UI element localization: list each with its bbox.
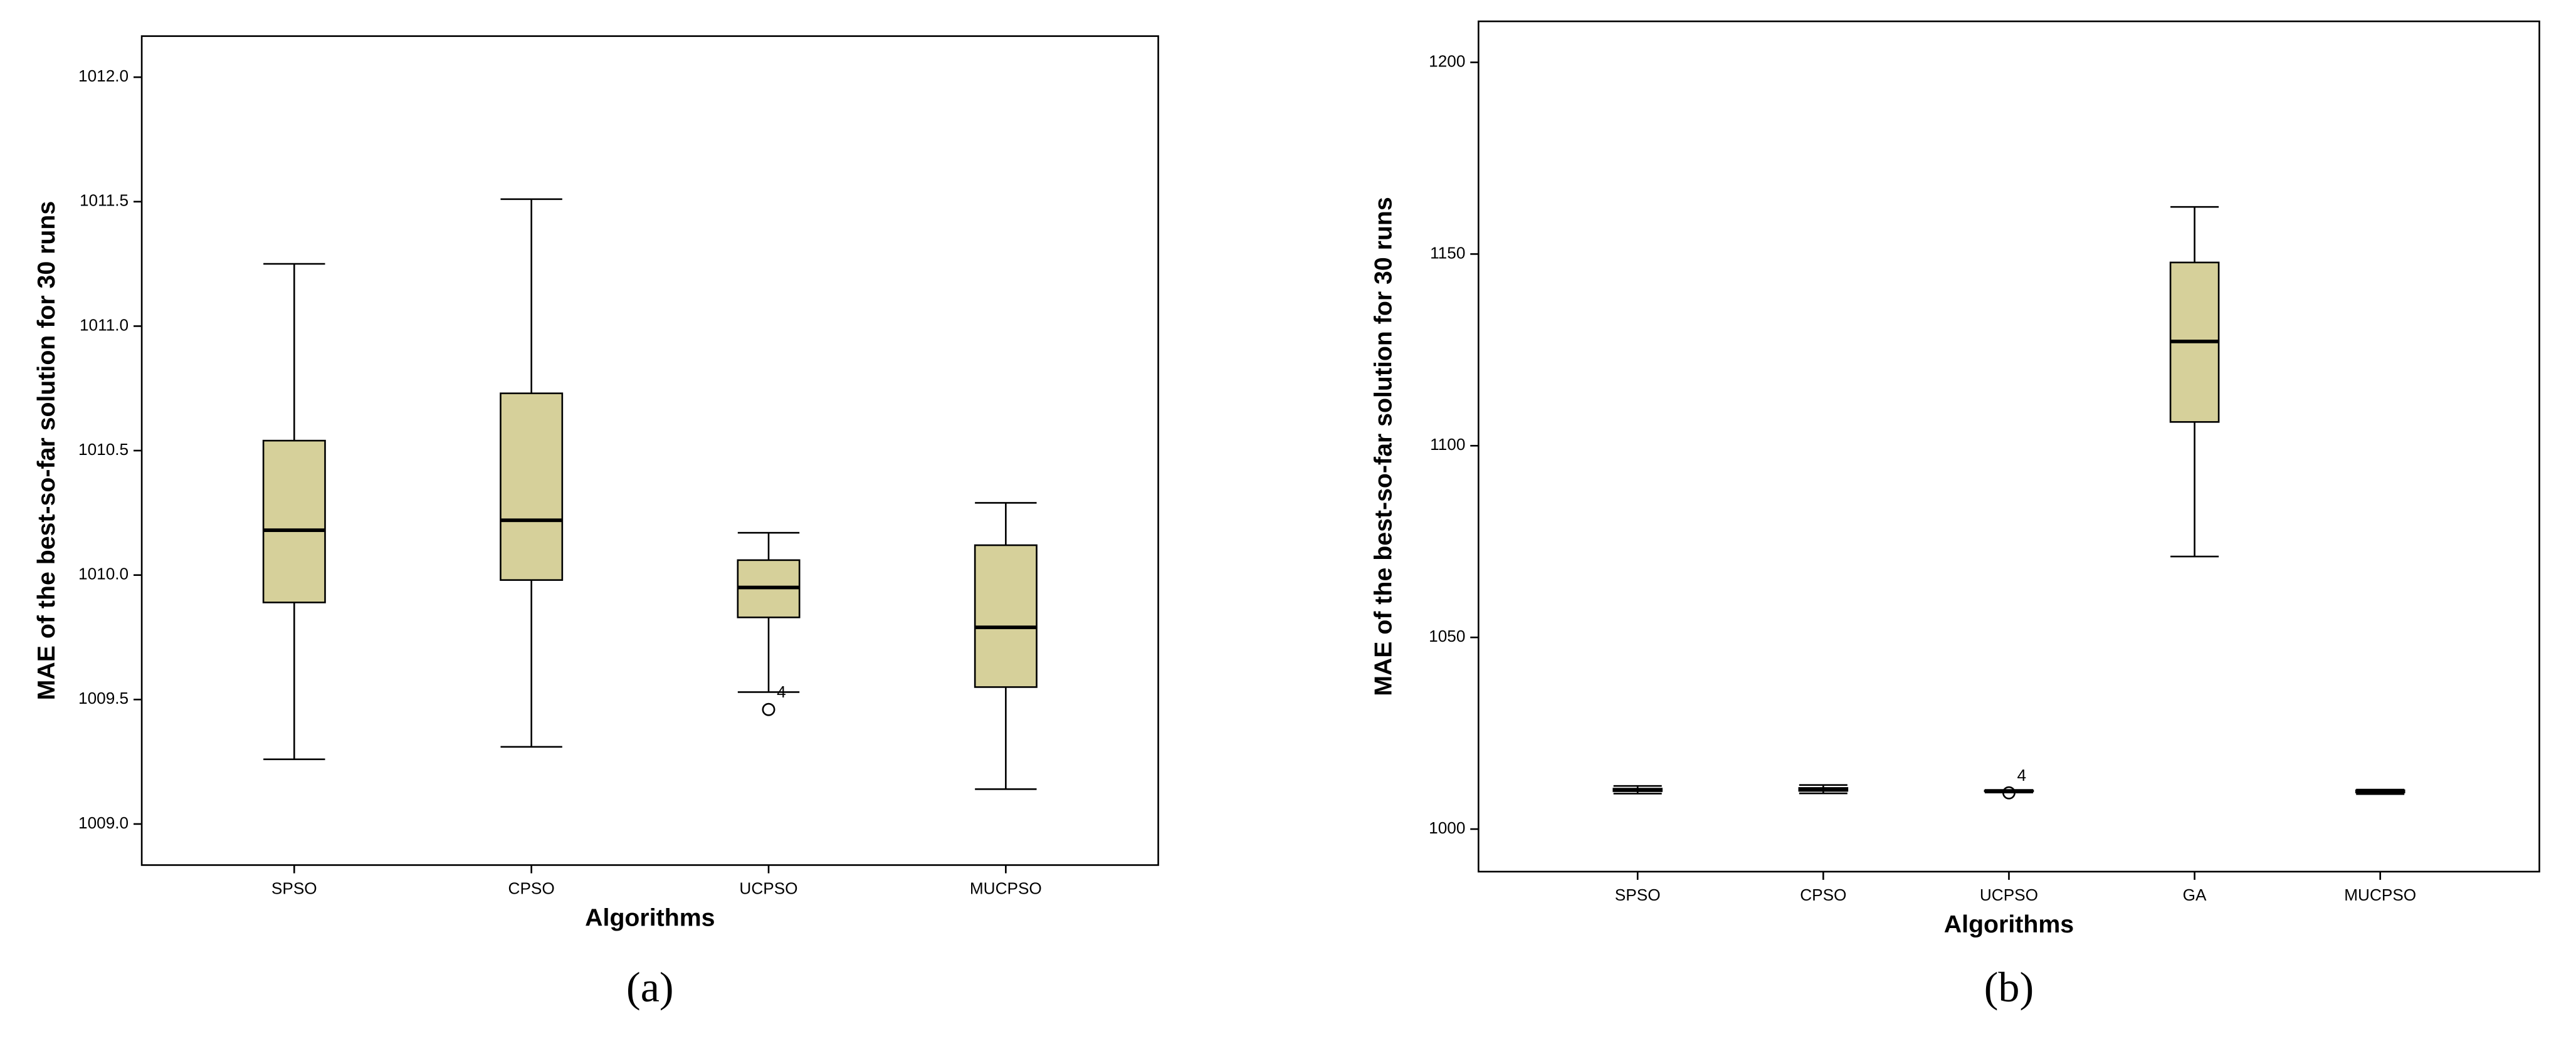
x-axis-title: Algorithms — [1944, 911, 2074, 938]
x-tick-label: UCPSO — [739, 879, 797, 898]
y-tick-label: 1009.5 — [78, 689, 129, 707]
y-tick-label: 1050 — [1429, 627, 1465, 645]
y-tick-label: 1010.0 — [78, 565, 129, 583]
y-tick-label: 1200 — [1429, 51, 1465, 70]
box — [500, 392, 564, 581]
caption: (b) — [1984, 963, 2034, 1011]
y-tick-label: 1150 — [1430, 243, 1465, 262]
x-tick-label: MUCPSO — [970, 879, 1042, 898]
box-group — [2355, 788, 2405, 795]
box-group — [500, 198, 564, 748]
y-axis-title: MAE of the best-so-far solution for 30 r… — [1369, 197, 1397, 696]
box — [262, 439, 326, 603]
y-tick-label: 1009.0 — [78, 813, 129, 832]
outlier — [762, 702, 775, 716]
outlier-label: 4 — [777, 682, 786, 701]
y-axis-title: MAE of the best-so-far solution for 30 r… — [33, 201, 60, 701]
box-group — [1798, 784, 1849, 795]
box-group: 4 — [1984, 766, 2034, 800]
x-axis-title: Algorithms — [585, 904, 715, 931]
box-group — [1612, 785, 1663, 795]
box-group: 4 — [737, 531, 801, 716]
y-tick-label: 1100 — [1430, 435, 1465, 454]
y-tick-label: 1000 — [1429, 818, 1465, 837]
x-tick-label: CPSO — [508, 879, 555, 898]
x-tick-label: SPSO — [271, 879, 317, 898]
caption: (a) — [626, 963, 674, 1011]
x-tick-label: UCPSO — [1980, 885, 2038, 904]
plot-frame — [1478, 20, 2540, 873]
x-tick-label: MUCPSO — [2344, 885, 2416, 904]
x-tick-label: CPSO — [1800, 885, 1846, 904]
box — [974, 544, 1038, 688]
outlier — [2002, 786, 2016, 800]
box-group — [974, 502, 1038, 790]
y-tick-label: 1011.0 — [80, 315, 129, 334]
y-tick-label: 1011.5 — [80, 191, 129, 210]
box-group — [262, 263, 326, 760]
x-tick-label: GA — [2183, 885, 2207, 904]
outlier-label: 4 — [2017, 766, 2027, 785]
box-group — [2169, 206, 2220, 558]
y-tick-label: 1010.5 — [78, 440, 129, 459]
x-tick-label: SPSO — [1615, 885, 1661, 904]
y-tick-label: 1012.0 — [78, 66, 129, 85]
